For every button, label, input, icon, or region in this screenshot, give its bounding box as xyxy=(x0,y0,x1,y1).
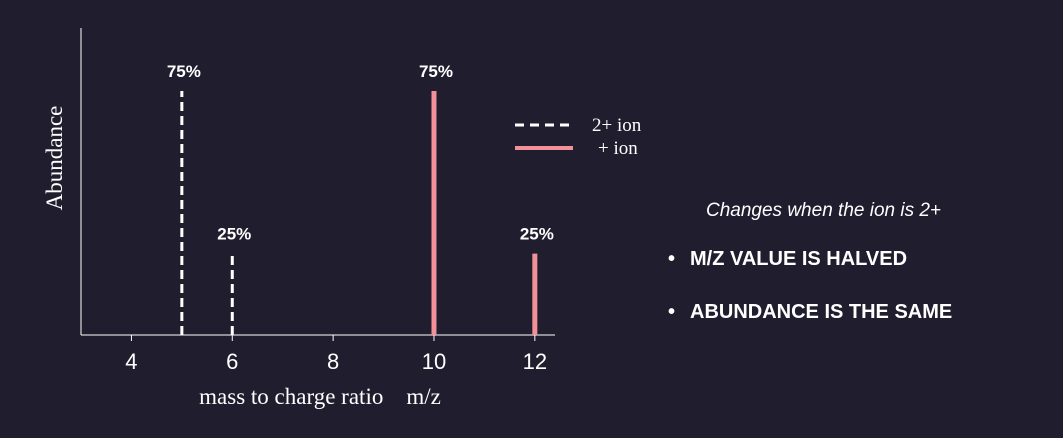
bullet-text: M/Z VALUE IS HALVED xyxy=(690,248,908,270)
legend: 2+ ion+ ion xyxy=(515,115,642,159)
mass-spectrum-chart: 4 6 8 10 12 75% 25% 75% 25% 2+ ion+ ion Abundan… xyxy=(42,28,642,409)
notes-heading: Changes when the ion is 2+ xyxy=(706,200,942,221)
x-tick-label: 8 xyxy=(327,349,339,374)
y-axis-title: Abundance xyxy=(42,106,67,211)
x-tick-label: 6 xyxy=(226,349,238,374)
legend-label: 2+ ion xyxy=(592,115,642,136)
notes-panel: Changes when the ion is 2+ • M/Z VALUE IS… xyxy=(668,200,1058,354)
bullet-dot-icon: • xyxy=(668,301,676,323)
chart-axes xyxy=(80,28,555,336)
peak-percent-label: 25% xyxy=(217,225,251,244)
bullet-dot-icon: • xyxy=(668,248,676,270)
x-axis-title: mass to charge ratio m/z xyxy=(199,384,441,409)
bullet-text: ABUNDANCE IS THE SAME xyxy=(690,301,953,323)
peak-percent-label: 25% xyxy=(520,225,554,244)
bullet-item: • ABUNDANCE IS THE SAME xyxy=(668,301,1058,324)
x-tick-label: 4 xyxy=(125,349,137,374)
spectrum-peaks: 75% 25% 75% 25% xyxy=(167,62,554,335)
x-tick-label: 10 xyxy=(422,349,446,374)
notes-bullet-list: • M/Z VALUE IS HALVED • ABUNDANCE IS THE S… xyxy=(668,248,1058,324)
x-tick-label: 12 xyxy=(523,349,547,374)
peak-percent-label: 75% xyxy=(419,62,453,81)
bullet-item: • M/Z VALUE IS HALVED xyxy=(668,248,1058,271)
peak-percent-label: 75% xyxy=(167,62,201,81)
legend-label: + ion xyxy=(598,138,638,159)
x-tick-group: 4 6 8 10 12 xyxy=(125,335,547,374)
